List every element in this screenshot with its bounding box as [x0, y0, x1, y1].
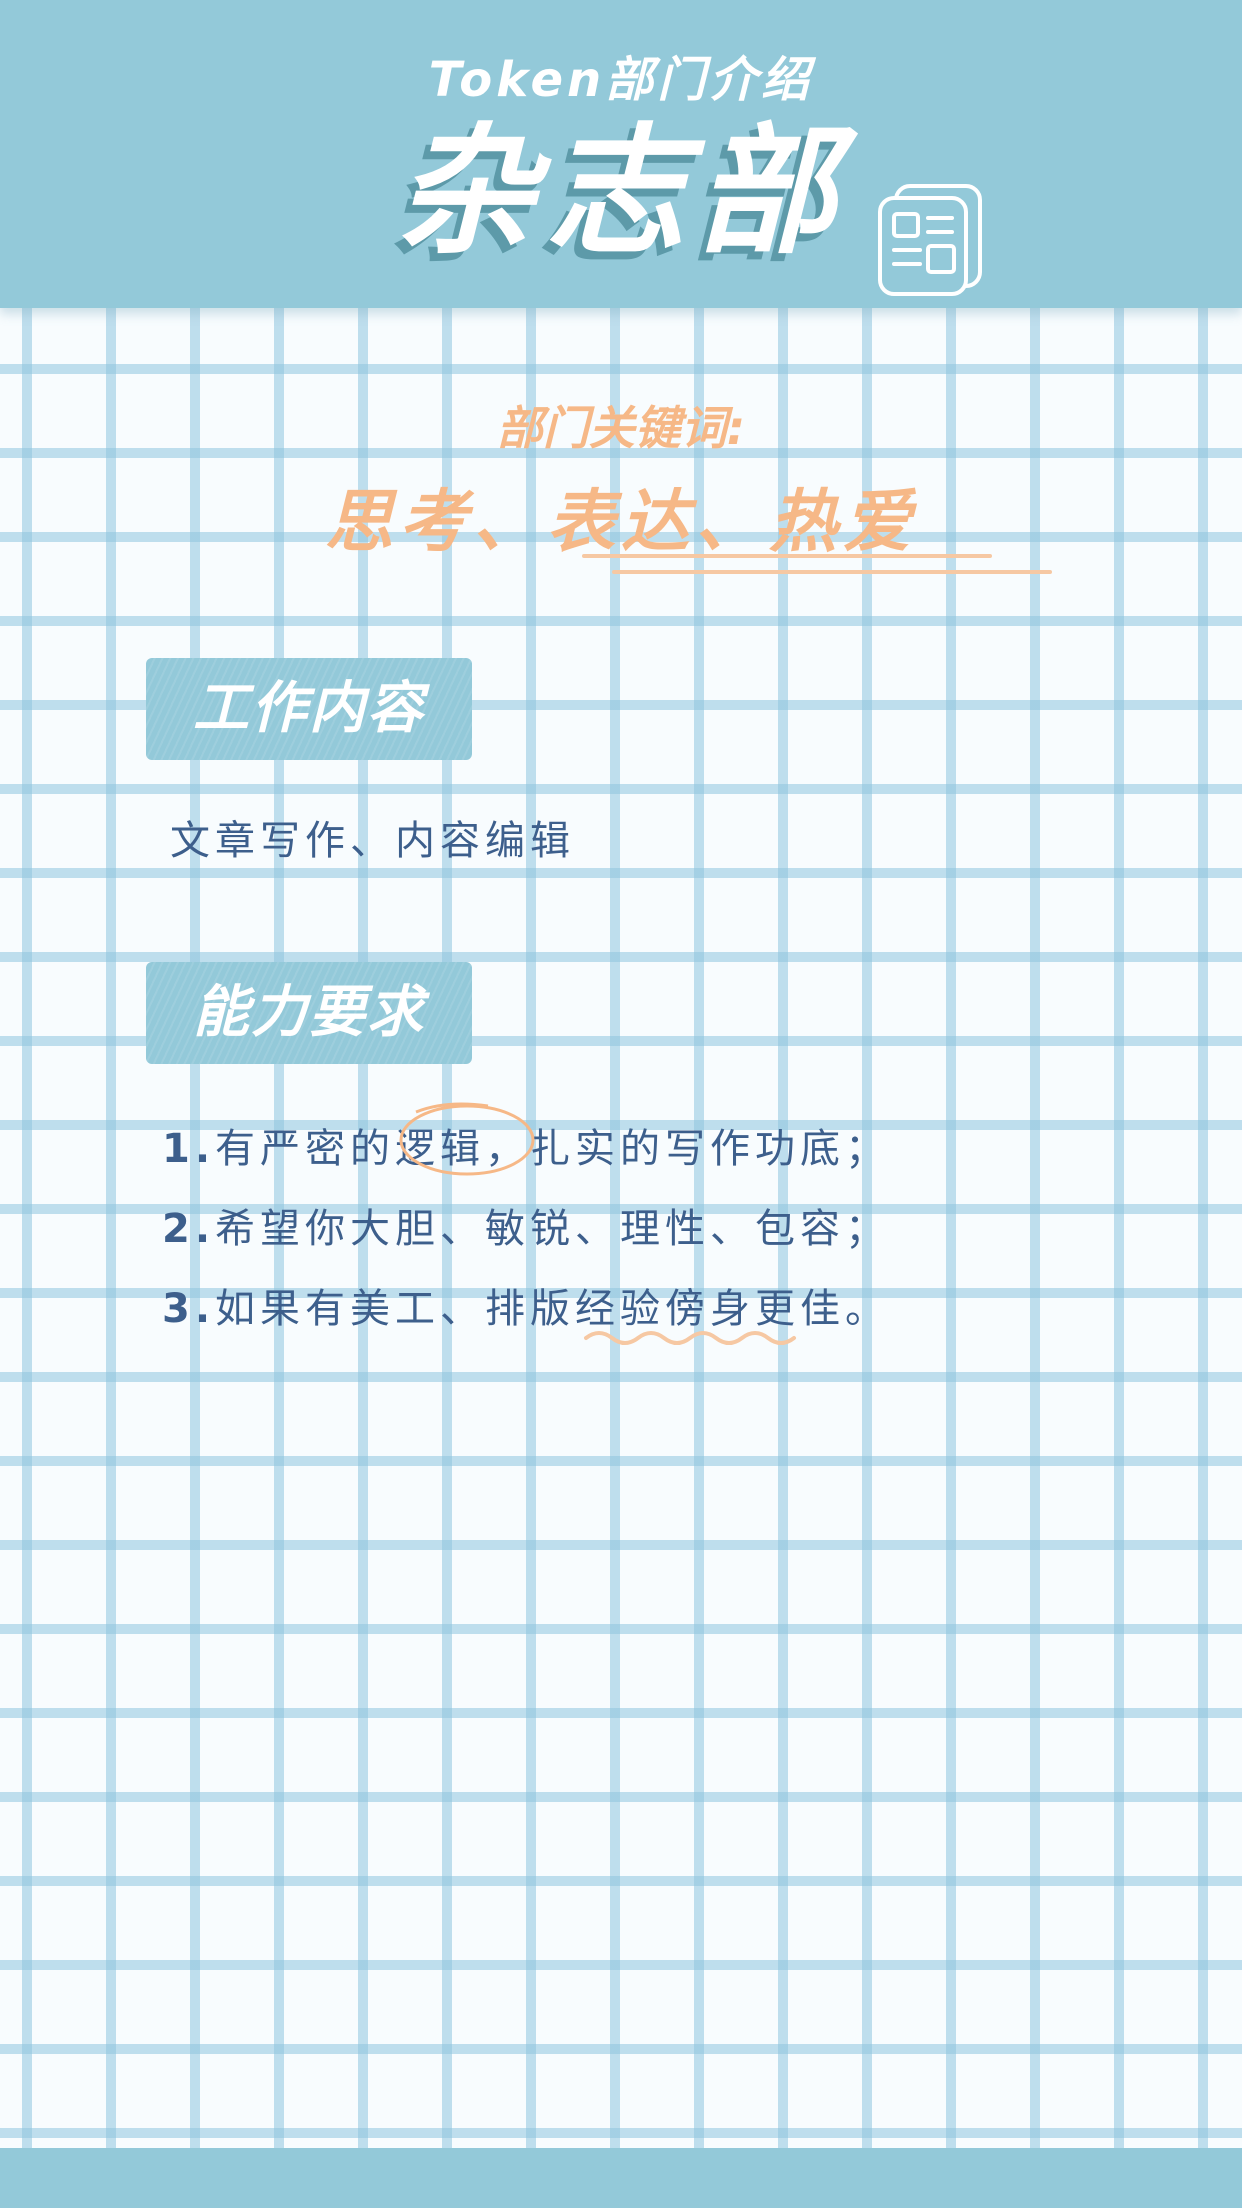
footer-bar [0, 2148, 1242, 2208]
requirement-text: 希望你大胆、敏锐、理性、包容； [215, 1206, 891, 1252]
keywords-label: 部门关键词: [496, 401, 746, 455]
section-heading-requirements-label: 能力要求 [193, 980, 425, 1045]
header-subtitle: Token部门介绍 [428, 52, 814, 108]
wavy-underline-decoration [584, 1331, 796, 1345]
page-title: 杂志部 [395, 111, 846, 274]
newspaper-icon [878, 184, 982, 296]
keyword-underline-decoration [582, 554, 992, 558]
requirement-item: 1.有严密的逻辑，扎实的写作功底； [162, 1116, 890, 1174]
requirement-number: 2. [162, 1206, 216, 1252]
keywords-value: 思考、表达、热爱 [324, 483, 917, 562]
requirement-number: 1. [162, 1126, 216, 1172]
requirement-number: 3. [162, 1286, 216, 1332]
requirement-text: 如果有美工、排版经验傍身更佳。 [215, 1286, 891, 1332]
header-banner: Token部门介绍 杂志部 [0, 0, 1242, 308]
section-heading-requirements: 能力要求 [146, 962, 472, 1064]
highlight-circle-decoration [399, 1102, 535, 1176]
work-content-text: 文章写作、内容编辑 [170, 818, 575, 864]
requirement-item: 3.如果有美工、排版经验傍身更佳。 [162, 1276, 890, 1334]
keyword-underline-decoration-2 [612, 570, 1052, 574]
section-heading-work: 工作内容 [146, 658, 472, 760]
section-heading-work-label: 工作内容 [193, 676, 425, 741]
requirement-item: 2.希望你大胆、敏锐、理性、包容； [162, 1196, 890, 1254]
requirement-text: 有严密的逻辑，扎实的写作功底； [215, 1126, 891, 1172]
